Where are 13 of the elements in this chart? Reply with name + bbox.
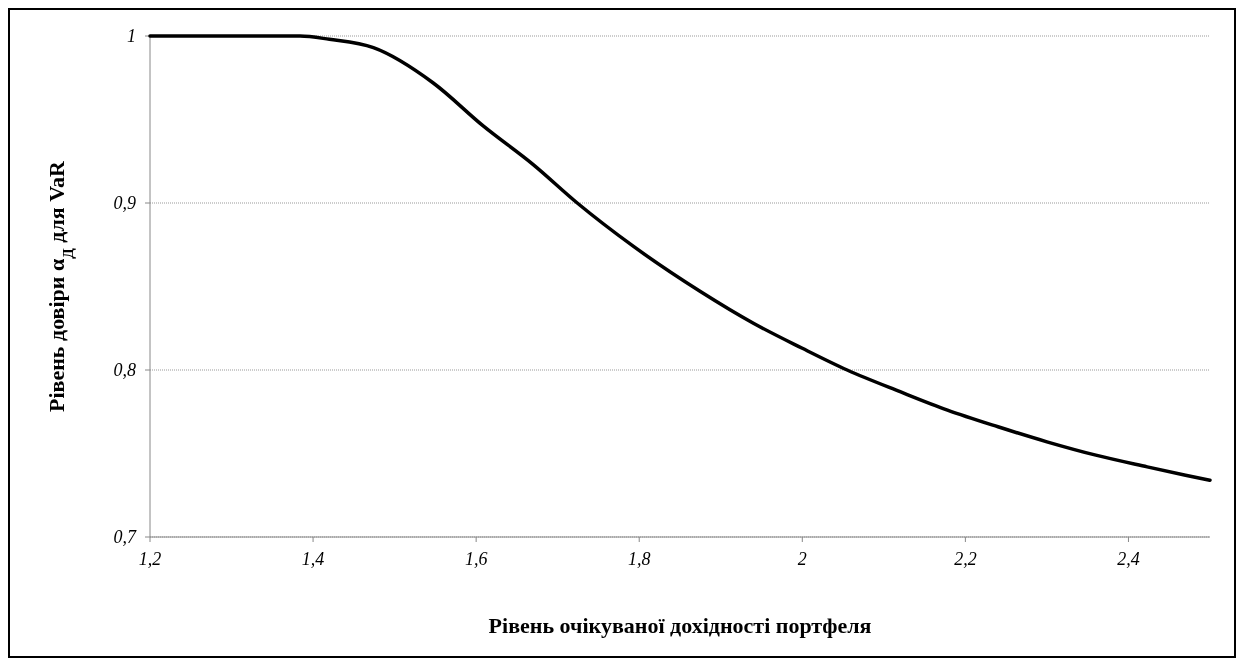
line-series (148, 34, 1212, 482)
x-tick-label: 1,6 (464, 549, 488, 569)
y-tick-label: 1 (127, 26, 136, 46)
x-tick-label: 2,4 (1117, 549, 1140, 569)
x-tick-label: 2 (797, 549, 807, 569)
y-tick-label: 0,8 (113, 360, 136, 380)
x-tick-label: 2,2 (954, 549, 977, 569)
x-tick-label: 1,8 (627, 549, 651, 569)
x-tick-label: 1,4 (301, 549, 325, 569)
x-axis-title: Рівень очікуваної дохідності портфеля (488, 613, 872, 638)
y-tick-label: 0,9 (113, 193, 136, 213)
x-tick-label: 1,2 (138, 549, 162, 569)
y-tick-label: 0,7 (113, 527, 137, 547)
